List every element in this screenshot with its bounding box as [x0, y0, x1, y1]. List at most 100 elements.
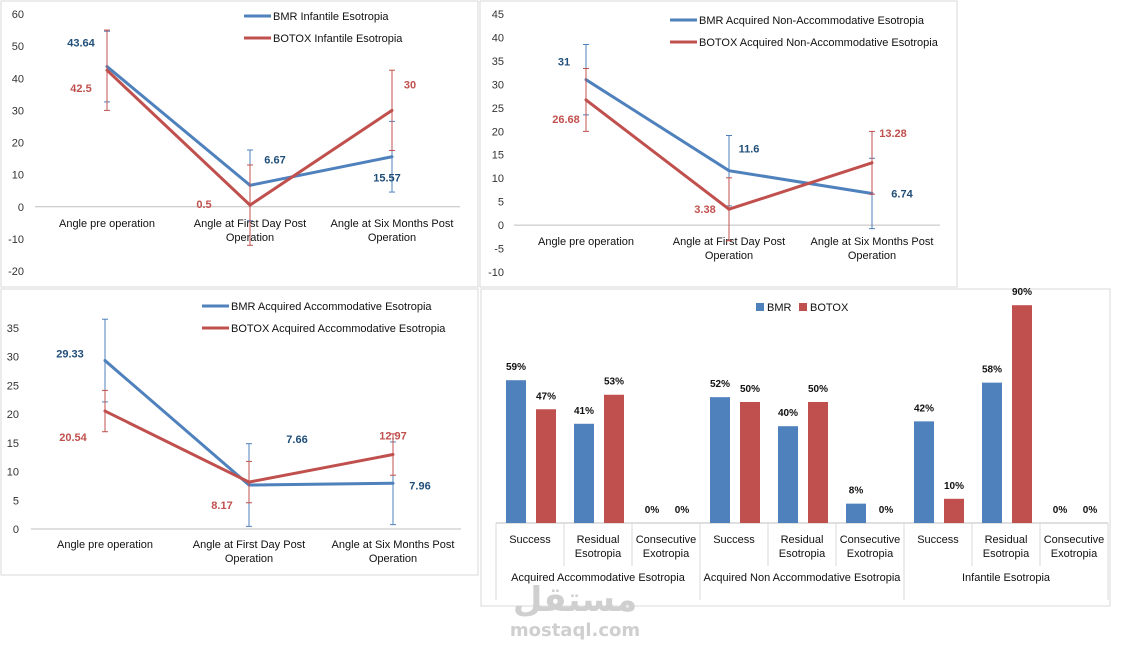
- data-label: 26.68: [552, 114, 580, 126]
- bar-value-label: 8%: [849, 486, 864, 497]
- bar-value-label: 0%: [879, 505, 894, 516]
- bar-group: 52% 50% Success 40% 50% Residual Esotropia 8% 0%…: [704, 379, 902, 584]
- bar-botox: [1012, 305, 1032, 523]
- data-label: 15.57: [373, 173, 401, 185]
- data-label: 20.54: [59, 432, 87, 444]
- bar-category-label: Success: [509, 534, 551, 546]
- legend-label-botox: BOTOX: [810, 302, 849, 314]
- legend-label: BMR Acquired Accommodative Esotropia: [231, 301, 432, 313]
- data-point: [584, 98, 588, 102]
- bar-value-label: 40%: [778, 408, 798, 419]
- legend-label: BOTOX Acquired Accommodative Esotropia: [231, 323, 446, 335]
- bar-category-label: Success: [713, 534, 755, 546]
- y-tick-label: -10: [488, 267, 504, 279]
- bar-botox: [604, 394, 624, 523]
- bar-value-label: 53%: [604, 377, 624, 388]
- data-label: 11.6: [739, 144, 760, 156]
- bar-value-label: 0%: [1083, 505, 1098, 516]
- chart-panel: [479, 0, 958, 288]
- data-point: [105, 68, 109, 72]
- x-category-label: Angle at First Day Post Operation: [673, 236, 786, 262]
- chart-panel: [0, 0, 479, 288]
- y-tick-label: 10: [492, 173, 504, 185]
- legend-entry-botox: BOTOX Acquired Non-Accommodative Esotrop…: [670, 37, 939, 49]
- line-chart-infantile: -20 -10 0 10 20 30 40 50 60 Angle pre operation An…: [0, 0, 479, 288]
- line-chart-acquired_non_accommodative: -10 -5 0 5 10 15 20 25 30 35 40 45 Angle pre operati…: [479, 0, 958, 288]
- data-label: 6.67: [264, 154, 285, 166]
- bar-value-label: 0%: [1053, 505, 1068, 516]
- bar-bmr: [710, 397, 730, 523]
- y-tick-label: -10: [8, 234, 24, 246]
- data-label: 29.33: [56, 349, 84, 361]
- bar-value-label: 0%: [675, 505, 690, 516]
- bar-bmr: [506, 380, 526, 523]
- bar-value-label: 47%: [536, 391, 556, 402]
- bar-bmr: [982, 382, 1002, 523]
- bar-value-label: 59%: [506, 362, 526, 373]
- data-point: [103, 359, 107, 363]
- legend-swatch-bmr: [756, 303, 764, 311]
- legend-entry-bmr: BMR Acquired Accommodative Esotropia: [202, 301, 432, 313]
- bar-bmr: [846, 503, 866, 523]
- data-label: 42.5: [70, 83, 91, 95]
- bar-bmr: [574, 423, 594, 523]
- bar-group-label: Acquired Accommodative Esotropia: [511, 572, 686, 584]
- y-tick-label: -20: [8, 266, 24, 278]
- data-point: [727, 207, 731, 211]
- legend-swatch-botox: [799, 303, 807, 311]
- y-tick-label: 30: [492, 79, 504, 91]
- bar-botox: [536, 409, 556, 523]
- legend-label: BMR Infantile Esotropia: [273, 11, 389, 23]
- x-category-label: Angle pre operation: [57, 539, 153, 551]
- y-tick-label: 15: [7, 438, 19, 450]
- bar-value-label: 0%: [645, 505, 660, 516]
- bar-bmr: [778, 426, 798, 523]
- data-label: 6.74: [891, 188, 913, 200]
- bar-category-label: Consecutive Exotropia: [840, 534, 901, 560]
- data-label: 31: [558, 57, 570, 69]
- y-tick-label: 35: [7, 323, 19, 335]
- x-category-label: Angle at Six Months Post Operation: [811, 236, 934, 262]
- bar-category-label: Residual Esotropia: [983, 534, 1030, 560]
- x-category-label: Angle pre operation: [59, 218, 155, 230]
- data-point: [870, 161, 874, 165]
- data-label: 3.38: [694, 204, 715, 216]
- bar-legend: BMR BOTOX: [756, 302, 849, 314]
- y-tick-label: 45: [492, 9, 504, 21]
- legend-label: BMR Acquired Non-Accommodative Esotropia: [699, 15, 925, 27]
- bar-bmr: [914, 421, 934, 523]
- y-tick-label: 25: [7, 380, 19, 392]
- legend-label: BOTOX Infantile Esotropia: [273, 33, 403, 45]
- bar-value-label: 58%: [982, 365, 1002, 376]
- data-label: 7.66: [286, 434, 307, 446]
- y-tick-label: 5: [498, 197, 504, 209]
- data-label: 0.5: [196, 199, 211, 211]
- y-tick-label: 50: [12, 41, 24, 53]
- bar-group-label: Acquired Non Accommodative Esotropia: [704, 572, 902, 584]
- y-tick-label: 40: [12, 73, 24, 85]
- data-point: [248, 203, 252, 207]
- bar-value-label: 52%: [710, 379, 730, 390]
- data-label: 43.64: [67, 38, 95, 50]
- legend-label-bmr: BMR: [767, 302, 792, 314]
- y-tick-label: 20: [7, 409, 19, 421]
- y-tick-label: 0: [498, 220, 504, 232]
- bar-value-label: 42%: [914, 403, 934, 414]
- data-point: [390, 108, 394, 112]
- bar-value-label: 41%: [574, 406, 594, 417]
- bar-value-label: 50%: [740, 384, 760, 395]
- legend-entry-bmr: BMR Infantile Esotropia: [244, 11, 389, 23]
- y-tick-label: 40: [492, 32, 504, 44]
- legend-entry-botox: BOTOX Infantile Esotropia: [244, 33, 403, 45]
- data-label: 8.17: [211, 500, 232, 512]
- bar-botox: [944, 498, 964, 523]
- y-tick-label: 10: [7, 467, 19, 479]
- legend-label: BOTOX Acquired Non-Accommodative Esotrop…: [699, 37, 939, 49]
- y-tick-label: 25: [492, 103, 504, 115]
- y-tick-label: 5: [13, 495, 19, 507]
- bar-value-label: 10%: [944, 481, 964, 492]
- data-point: [103, 409, 107, 413]
- y-tick-label: 15: [492, 150, 504, 162]
- bar-category-label: Residual Esotropia: [575, 534, 622, 560]
